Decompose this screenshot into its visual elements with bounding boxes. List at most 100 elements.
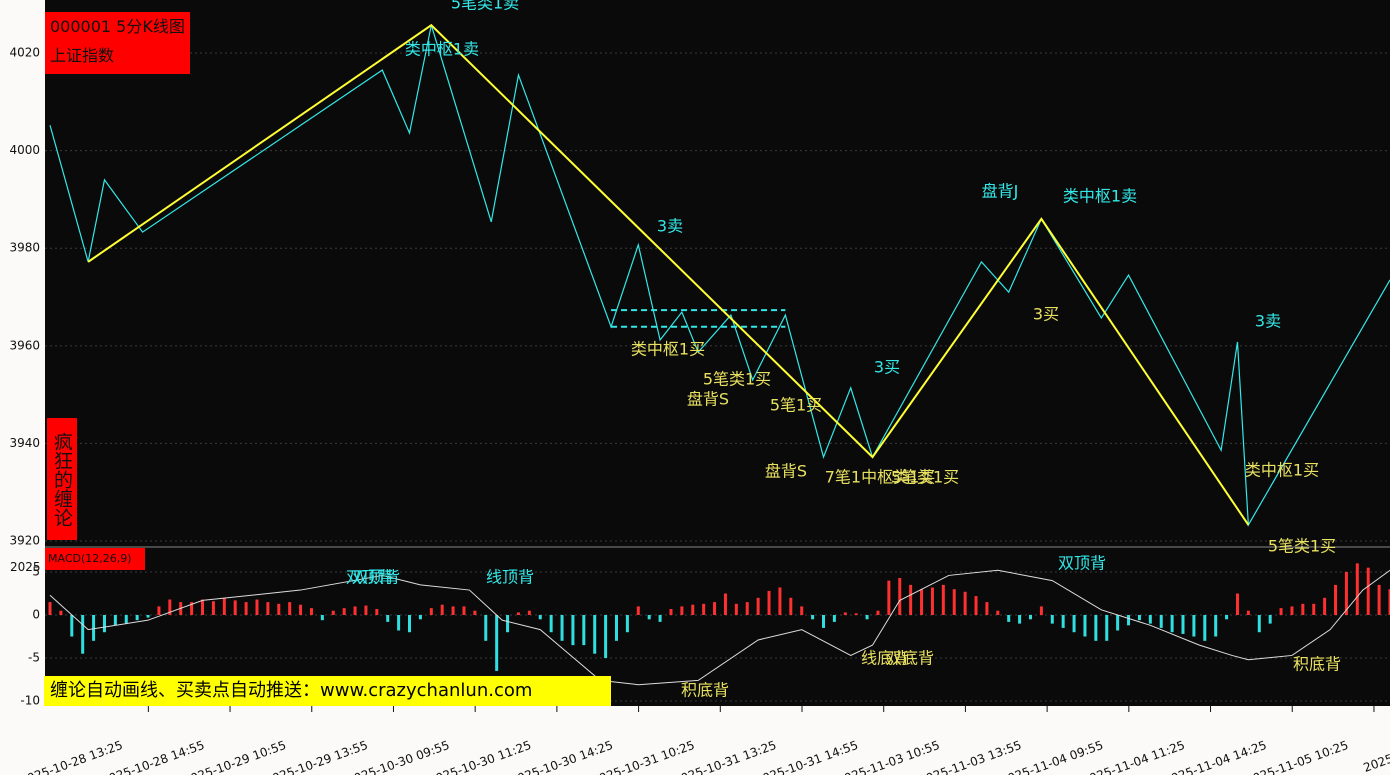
- macd-bar: [1203, 615, 1207, 641]
- macd-bar: [985, 602, 989, 616]
- annotation: 7笔1中枢类1买: [825, 468, 936, 487]
- macd-tick-label: 5: [32, 564, 40, 578]
- macd-bar: [473, 610, 477, 616]
- macd-bar: [244, 602, 248, 616]
- annotation: 盘背J: [982, 182, 1019, 201]
- macd-bar: [462, 606, 466, 616]
- macd-bar: [233, 600, 237, 616]
- macd-bar: [397, 615, 401, 631]
- macd-bar: [811, 615, 815, 620]
- annotation: 积底背: [1293, 655, 1341, 674]
- y-tick-label: 3980: [9, 241, 40, 255]
- annotation: 3卖: [1255, 312, 1281, 331]
- macd-bar: [1083, 615, 1087, 637]
- macd-bar: [1061, 615, 1065, 628]
- macd-bar: [1257, 615, 1261, 633]
- macd-bar: [211, 601, 215, 616]
- macd-bar: [1039, 606, 1043, 616]
- macd-tick-label: -5: [28, 651, 40, 665]
- macd-bar: [821, 615, 825, 628]
- macd-bar: [484, 615, 488, 641]
- segment-line: [87, 23, 1250, 526]
- macd-bar: [669, 608, 673, 616]
- annotation: 盘背S: [765, 462, 807, 481]
- macd-bar: [1366, 567, 1370, 616]
- macd-bar: [1279, 608, 1283, 616]
- macd-bar: [1170, 615, 1174, 633]
- macd-bar: [418, 615, 422, 620]
- macd-bar: [146, 615, 150, 618]
- macd-bar: [1018, 615, 1022, 624]
- annotation: 双顶背: [1058, 554, 1106, 573]
- macd-bar: [222, 597, 226, 616]
- macd-tick-label: 0: [32, 608, 40, 622]
- macd-bar: [876, 610, 880, 616]
- macd-bar: [756, 597, 760, 616]
- annotation: 盘背S: [687, 390, 729, 409]
- macd-bar: [767, 590, 771, 616]
- macd-bar: [1050, 615, 1054, 624]
- macd-bar: [1235, 593, 1239, 616]
- macd-bar: [124, 615, 128, 624]
- macd-bar: [320, 615, 324, 621]
- y-tick-label: 3960: [9, 338, 40, 352]
- macd-bar: [778, 587, 782, 616]
- macd-bar: [495, 615, 499, 671]
- macd-bar: [625, 615, 629, 633]
- macd-bar: [538, 615, 542, 620]
- macd-bar: [734, 603, 738, 616]
- macd-bar: [81, 615, 85, 654]
- macd-bar: [70, 615, 74, 637]
- macd-bar: [1355, 563, 1359, 616]
- macd-bar: [113, 615, 117, 626]
- macd-bar: [887, 580, 891, 616]
- macd-bar: [930, 587, 934, 616]
- macd-bar: [1127, 615, 1131, 626]
- macd-bar: [658, 615, 662, 622]
- annotation: 积底背: [681, 681, 729, 700]
- macd-bar: [1344, 571, 1348, 616]
- banner: 缠论自动画线、买卖点自动推送：www.crazychanlun.com: [44, 676, 611, 706]
- annotation: 3买: [874, 358, 900, 377]
- annotation: 双顶背: [352, 568, 400, 587]
- chart-subtitle: 上证指数: [50, 46, 115, 65]
- annotation: 3买: [1033, 305, 1059, 324]
- annotation: 双底背: [886, 649, 934, 668]
- dif-line: [49, 569, 1390, 686]
- annotation: 双顶背: [346, 568, 394, 587]
- macd-bar: [963, 591, 967, 616]
- macd-bar: [1214, 615, 1218, 637]
- macd-bar: [1334, 584, 1338, 616]
- macd-bar: [865, 615, 869, 620]
- macd-bar: [92, 615, 96, 641]
- macd-bar: [789, 597, 793, 616]
- macd-bar: [1290, 606, 1294, 616]
- macd-bar: [1377, 584, 1381, 616]
- macd-bar: [299, 604, 303, 616]
- macd-bar: [506, 615, 510, 633]
- macd-bar: [854, 613, 858, 616]
- annotation: 5笔类1买: [1268, 537, 1336, 556]
- macd-label: MACD(12,26,9): [45, 548, 145, 570]
- macd-bar: [331, 610, 335, 616]
- macd-bar: [680, 606, 684, 616]
- macd-bar: [571, 615, 575, 646]
- macd-bar: [1148, 615, 1152, 624]
- annotation: 5笔类1买: [703, 370, 771, 389]
- macd-bar: [909, 584, 913, 616]
- macd-bar: [386, 615, 390, 622]
- overlay-text: 2025: [10, 560, 41, 574]
- macd-bar: [1246, 610, 1250, 616]
- macd-bar: [941, 584, 945, 616]
- macd-bar: [713, 602, 717, 616]
- y-tick-label: 4000: [9, 143, 40, 157]
- macd-bar: [593, 615, 597, 654]
- macd-bar: [255, 599, 259, 616]
- macd-bar: [1137, 615, 1141, 621]
- annotation: 5笔1买: [770, 396, 822, 415]
- annotation: 类中枢1卖: [1063, 187, 1137, 206]
- macd-bar: [516, 612, 520, 616]
- stroke-line: [49, 25, 1390, 527]
- macd-bar: [974, 596, 978, 616]
